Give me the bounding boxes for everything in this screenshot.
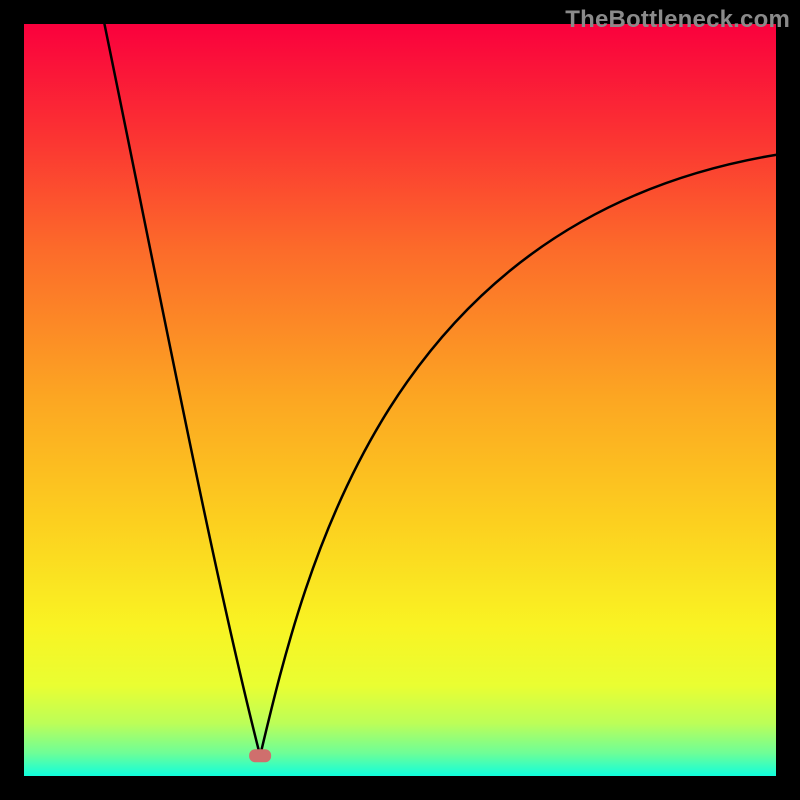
plot-background — [24, 24, 776, 776]
watermark-text: TheBottleneck.com — [565, 6, 790, 34]
optimal-point-marker — [249, 749, 271, 762]
chart-container: TheBottleneck.com — [0, 0, 800, 800]
bottleneck-chart — [0, 0, 800, 800]
